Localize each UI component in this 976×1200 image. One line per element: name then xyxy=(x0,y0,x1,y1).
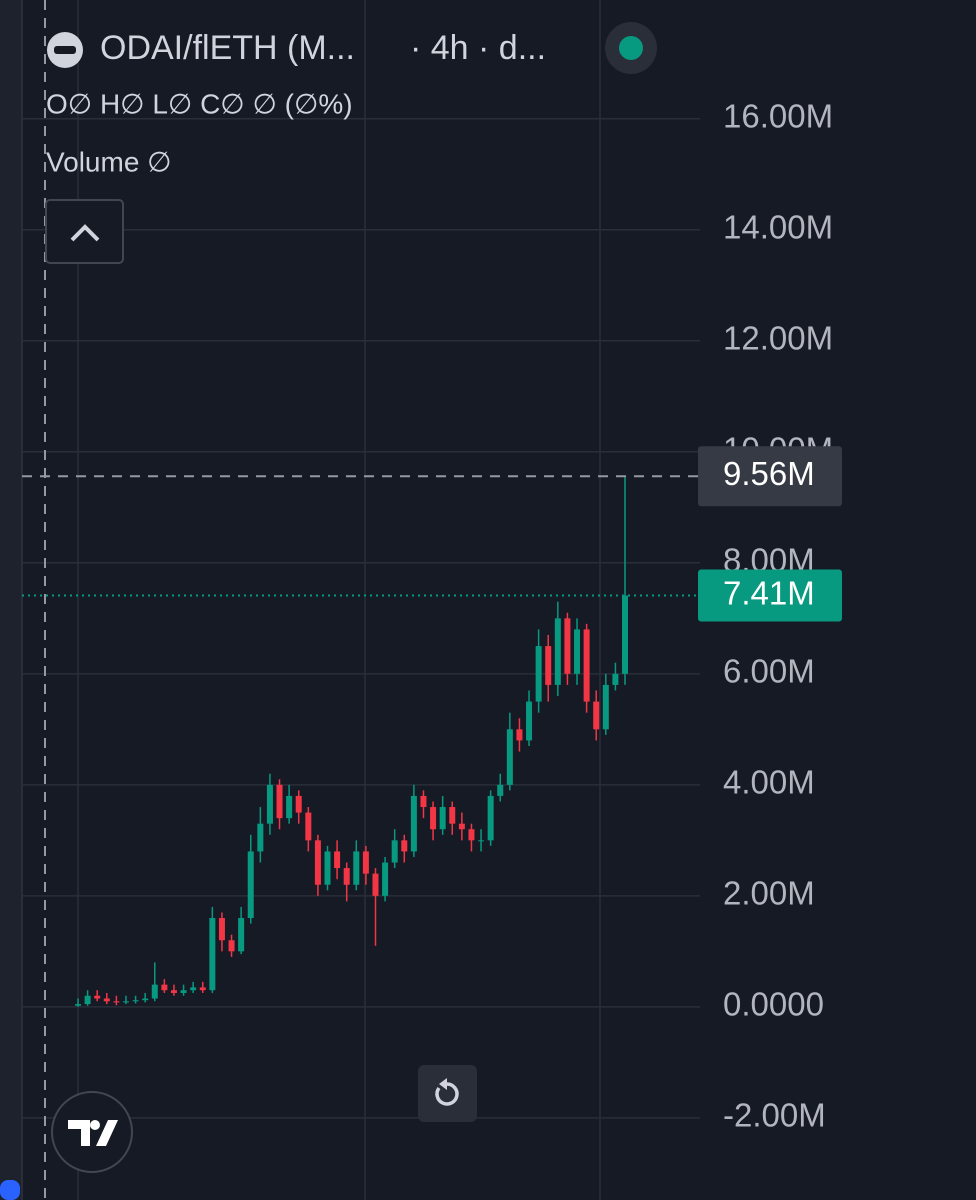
candle-body xyxy=(401,840,408,852)
candle-body xyxy=(314,840,321,885)
candle-body xyxy=(497,784,504,796)
candle-body xyxy=(410,795,417,852)
candle-body xyxy=(113,1001,120,1003)
candle-body xyxy=(103,998,110,1002)
interval[interactable]: · 4h · d... xyxy=(410,29,546,67)
y-tick-label: 16.00M xyxy=(723,97,833,134)
collapse-chevron xyxy=(70,224,100,242)
candle-body xyxy=(343,868,350,885)
candle-body xyxy=(334,851,341,869)
crosshair-label-box xyxy=(698,446,842,507)
side-strip xyxy=(0,0,22,1200)
candle-body xyxy=(84,995,91,1005)
candle-body xyxy=(190,987,197,991)
candle-body xyxy=(362,851,369,874)
candle-body xyxy=(209,918,216,991)
candle-body xyxy=(612,673,619,685)
candle-body xyxy=(468,829,475,841)
candle-body xyxy=(564,618,571,674)
candle-body xyxy=(94,995,101,999)
symbol-icon-bar xyxy=(54,46,76,54)
candle-body xyxy=(122,1001,129,1003)
candle-body xyxy=(583,629,590,702)
candle-body xyxy=(372,873,379,896)
candle-body xyxy=(324,851,331,885)
candle-body xyxy=(247,851,254,919)
candle-body xyxy=(286,795,293,819)
crosshair-label: 9.56M xyxy=(723,455,815,492)
candle-body xyxy=(75,1004,81,1006)
candle-body xyxy=(295,795,302,813)
logo xyxy=(68,1120,118,1146)
ohlc-legend: O∅ H∅ L∅ C∅ ∅ (∅%) xyxy=(46,88,353,119)
candle-body xyxy=(132,1000,139,1002)
last-price-box xyxy=(698,569,842,622)
candle-body xyxy=(161,984,168,991)
volume-legend[interactable]: Volume ∅ xyxy=(46,146,172,177)
candle-body xyxy=(430,807,437,830)
y-tick-label: 2.00M xyxy=(723,875,815,912)
candle-body xyxy=(228,940,235,952)
reset-icon xyxy=(435,1082,459,1106)
side-marker xyxy=(0,1180,20,1200)
candle-body xyxy=(506,729,513,785)
logo-dot xyxy=(90,1120,100,1130)
candle-body xyxy=(535,646,542,702)
status-dot[interactable] xyxy=(619,36,643,60)
candle-body xyxy=(554,618,561,685)
reset-icon-arrow xyxy=(439,1078,447,1090)
candle-body xyxy=(449,807,456,824)
candle-body xyxy=(170,990,177,993)
y-tick-label: 14.00M xyxy=(723,209,833,246)
y-tick-label: 6.00M xyxy=(723,653,815,690)
candle-body xyxy=(458,823,465,830)
candle-body xyxy=(420,795,427,808)
candle-body xyxy=(276,784,283,819)
candle-body xyxy=(257,823,264,852)
candle-body xyxy=(305,812,312,841)
candle-body xyxy=(353,851,360,885)
logo-button[interactable] xyxy=(51,1091,133,1173)
candle-body xyxy=(516,729,523,741)
candle-body xyxy=(266,784,273,824)
candle-body xyxy=(238,918,245,952)
candle-body xyxy=(391,840,398,863)
candle-body xyxy=(602,684,609,730)
y-tick-label: -2.00M xyxy=(723,1097,826,1134)
collapse-button[interactable] xyxy=(45,199,124,264)
candle-body xyxy=(593,701,600,730)
candle-body xyxy=(487,795,494,841)
candle-body xyxy=(199,987,206,991)
y-tick-label: 4.00M xyxy=(723,764,815,801)
candle-body xyxy=(180,990,187,993)
candle-body xyxy=(142,998,149,1001)
reset-button[interactable] xyxy=(418,1065,477,1122)
symbol-title[interactable]: ODAI/flETH (M... xyxy=(100,29,355,67)
candle-body xyxy=(151,984,158,999)
candle-body xyxy=(526,701,533,741)
candle-body xyxy=(218,918,225,941)
candle-body xyxy=(622,595,628,674)
candle-body xyxy=(439,807,446,830)
candle-body xyxy=(574,629,581,674)
candle-body xyxy=(545,646,552,685)
candle-body xyxy=(382,862,389,896)
last-price-label: 7.41M xyxy=(723,574,815,611)
candle-body xyxy=(478,840,485,842)
y-tick-label: 12.00M xyxy=(723,320,833,357)
y-tick-label: 0.0000 xyxy=(723,986,824,1023)
